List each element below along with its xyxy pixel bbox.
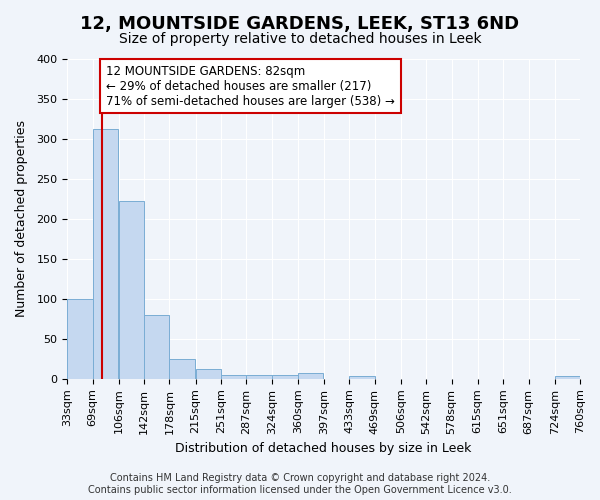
Text: 12 MOUNTSIDE GARDENS: 82sqm
← 29% of detached houses are smaller (217)
71% of se: 12 MOUNTSIDE GARDENS: 82sqm ← 29% of det… bbox=[106, 64, 395, 108]
Bar bbox=[144, 315, 169, 379]
Text: Size of property relative to detached houses in Leek: Size of property relative to detached ho… bbox=[119, 32, 481, 46]
Bar bbox=[169, 359, 195, 379]
Bar bbox=[272, 375, 298, 379]
Bar bbox=[554, 376, 580, 379]
Bar bbox=[196, 369, 221, 379]
Text: Contains HM Land Registry data © Crown copyright and database right 2024.
Contai: Contains HM Land Registry data © Crown c… bbox=[88, 474, 512, 495]
Bar bbox=[247, 375, 272, 379]
Bar bbox=[119, 202, 144, 379]
Bar bbox=[221, 375, 247, 379]
Bar bbox=[67, 299, 92, 379]
Y-axis label: Number of detached properties: Number of detached properties bbox=[15, 120, 28, 318]
Bar bbox=[298, 373, 323, 379]
Text: 12, MOUNTSIDE GARDENS, LEEK, ST13 6ND: 12, MOUNTSIDE GARDENS, LEEK, ST13 6ND bbox=[80, 15, 520, 33]
Bar bbox=[349, 376, 375, 379]
X-axis label: Distribution of detached houses by size in Leek: Distribution of detached houses by size … bbox=[175, 442, 472, 455]
Bar bbox=[92, 128, 118, 379]
